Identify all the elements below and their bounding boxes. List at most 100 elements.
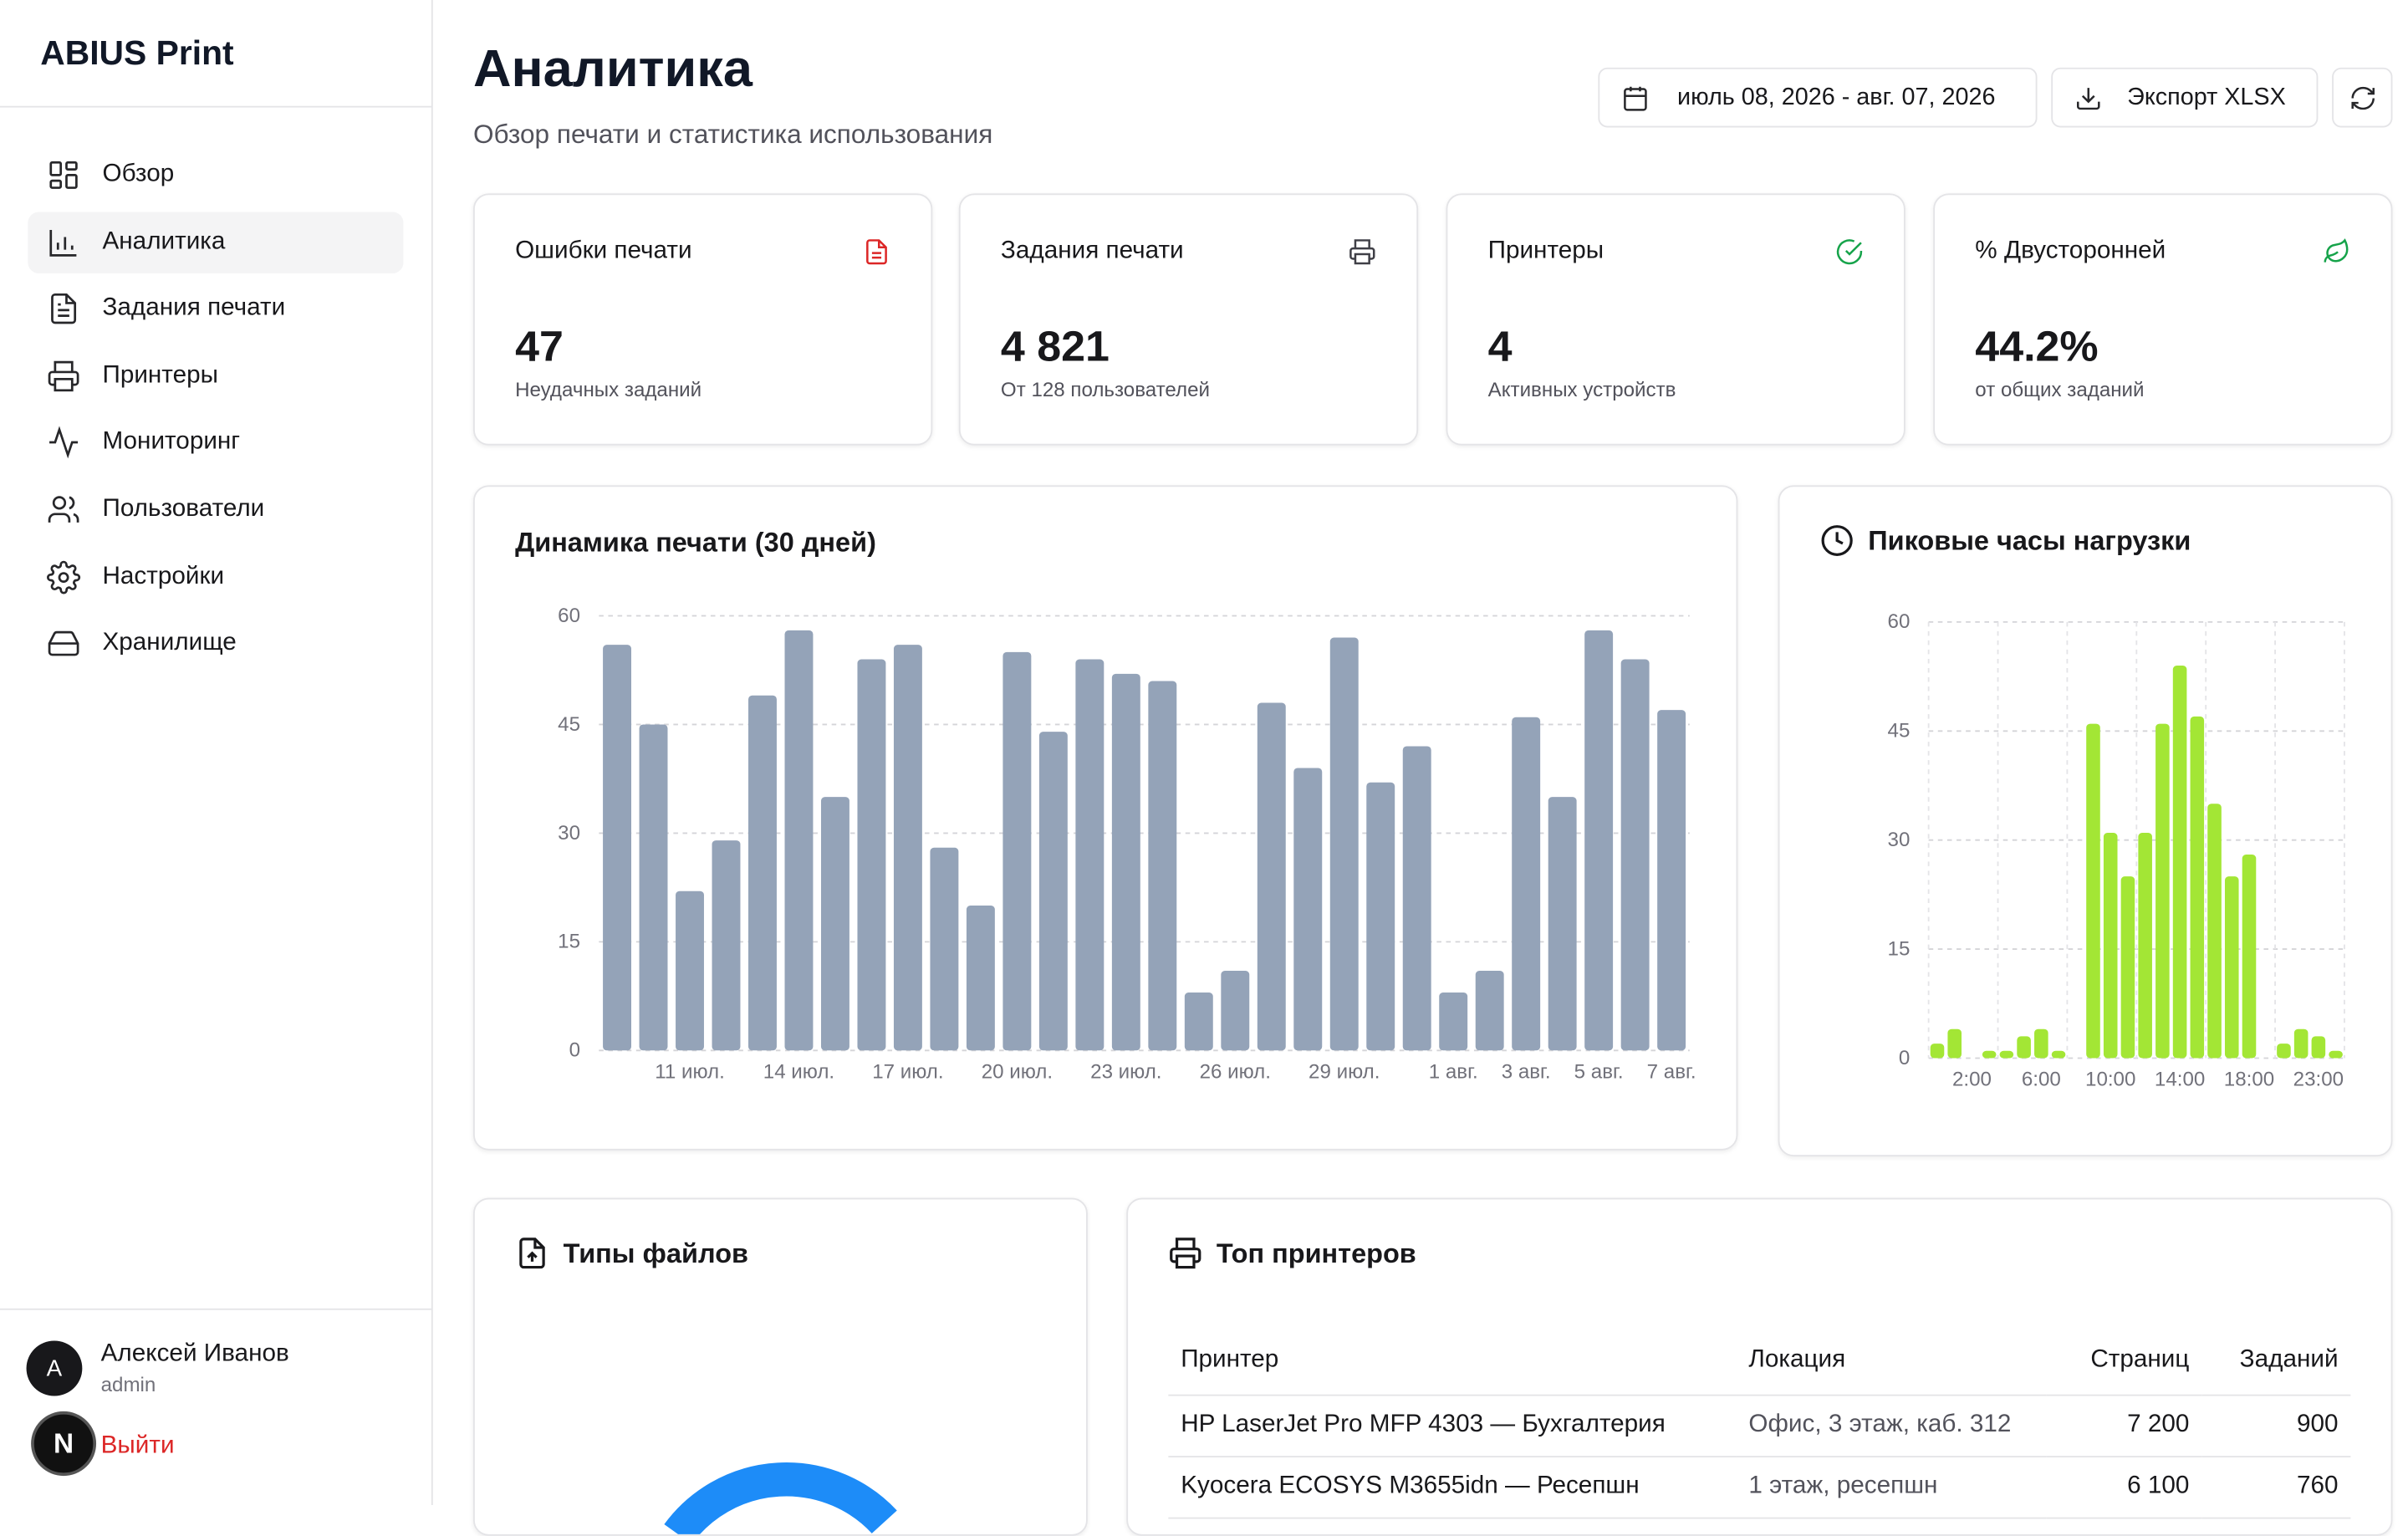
peak-hours-card: Пиковые часы нагрузки 0 15 30 45 60 2:00 6:00 1…: [1778, 485, 2393, 1157]
bar[interactable]: [1548, 797, 1577, 1051]
bar[interactable]: [2311, 1036, 2326, 1059]
bar[interactable]: [2224, 876, 2239, 1059]
leaf-icon: [2324, 238, 2349, 263]
bar[interactable]: [1038, 732, 1068, 1051]
column-header-pages[interactable]: Страниц: [2046, 1326, 2202, 1396]
bar[interactable]: [893, 645, 922, 1051]
check-circle-icon: [1836, 239, 1863, 265]
bar[interactable]: [2277, 1044, 2291, 1059]
bar[interactable]: [1512, 717, 1541, 1051]
refresh-button[interactable]: [2332, 67, 2393, 128]
sidebar-item-settings[interactable]: Настройки: [28, 546, 403, 607]
sidebar-item-print-jobs[interactable]: Задания печати: [28, 278, 403, 339]
bar[interactable]: [2120, 876, 2135, 1059]
sidebar-nav: Обзор Аналитика Задания печати Принтеры …: [0, 108, 431, 717]
bar[interactable]: [2034, 1028, 2048, 1059]
bar[interactable]: [820, 797, 849, 1051]
stat-label: Задания печати: [1000, 237, 1184, 264]
sidebar-item-label: Настройки: [102, 563, 225, 589]
column-header-printer[interactable]: Принтер: [1168, 1326, 1737, 1396]
donut-segment: [664, 1462, 897, 1534]
sidebar-item-overview[interactable]: Обзор: [28, 145, 403, 206]
y-tick-label: 30: [558, 822, 580, 845]
chart-title: Пиковые часы нагрузки: [1820, 523, 2191, 557]
bar[interactable]: [676, 890, 704, 1051]
bar[interactable]: [2138, 832, 2152, 1059]
bar[interactable]: [2155, 723, 2170, 1059]
bar[interactable]: [1366, 782, 1395, 1051]
x-tick-label: 23:00: [2293, 1069, 2344, 1091]
brand-logo[interactable]: ABIUS Print: [0, 0, 431, 108]
activity-icon: [49, 426, 79, 460]
bar[interactable]: [1657, 710, 1686, 1051]
bar[interactable]: [1947, 1028, 1962, 1059]
stat-subtitle: От 128 пользователей: [1000, 377, 1211, 401]
sidebar-item-analytics[interactable]: Аналитика: [28, 211, 404, 273]
user-profile: A Алексей Иванов admin N Выйти: [0, 1308, 431, 1505]
bar[interactable]: [857, 659, 886, 1051]
export-xlsx-button[interactable]: Экспорт XLSX: [2051, 67, 2319, 128]
bar[interactable]: [603, 645, 632, 1051]
bar[interactable]: [930, 847, 959, 1051]
bar[interactable]: [1221, 971, 1250, 1051]
stat-subtitle: от общих заданий: [1975, 377, 2145, 401]
bar[interactable]: [712, 840, 741, 1051]
bar[interactable]: [2172, 666, 2187, 1059]
bar[interactable]: [748, 695, 777, 1051]
date-range-button[interactable]: июль 08, 2026 - авг. 07, 2026: [1598, 67, 2038, 128]
printer-pages: 7 200: [2046, 1394, 2202, 1457]
table-row[interactable]: HP LaserJet Pro MFP 4303 — Бухгалтерия О…: [1168, 1394, 2351, 1457]
bar[interactable]: [1930, 1044, 1945, 1059]
bar[interactable]: [1999, 1050, 2014, 1059]
avatar[interactable]: A: [26, 1340, 83, 1396]
sidebar-item-monitoring[interactable]: Мониторинг: [28, 412, 403, 473]
bar[interactable]: [1402, 746, 1431, 1051]
printer-pages: 6 100: [2046, 1456, 2202, 1518]
bar[interactable]: [2329, 1050, 2343, 1059]
sidebar-item-storage[interactable]: Хранилище: [28, 613, 403, 674]
y-tick-label: 45: [558, 713, 580, 736]
sidebar-item-users[interactable]: Пользователи: [28, 479, 403, 540]
bar[interactable]: [2017, 1036, 2031, 1059]
bar[interactable]: [2051, 1050, 2066, 1059]
bar[interactable]: [1184, 992, 1213, 1051]
y-tick-label: 60: [1888, 610, 1911, 633]
column-header-jobs[interactable]: Заданий: [2201, 1326, 2351, 1396]
bar[interactable]: [1620, 659, 1650, 1051]
dashboard-icon: [49, 161, 78, 189]
bar[interactable]: [639, 724, 668, 1051]
sidebar-item-label: Хранилище: [102, 630, 237, 656]
column-header-location[interactable]: Локация: [1736, 1326, 2047, 1396]
bar[interactable]: [1329, 637, 1359, 1051]
bar[interactable]: [2103, 832, 2118, 1059]
chart-title-label: Пиковые часы нагрузки: [1868, 524, 2191, 555]
bar[interactable]: [1148, 681, 1177, 1051]
top-printers-card: Топ принтеров Принтер Локация Страниц За…: [1126, 1197, 2393, 1536]
bar[interactable]: [2293, 1028, 2309, 1059]
print-trend-chart: 0 15 30 45 60 11 июл. 14 июл. 17 июл. 20 июл. 23 …: [558, 605, 1696, 1083]
bar[interactable]: [1111, 673, 1140, 1051]
bar[interactable]: [784, 630, 814, 1051]
bar[interactable]: [2086, 723, 2100, 1059]
sidebar-item-printers[interactable]: Принтеры: [28, 345, 403, 406]
bar[interactable]: [1439, 992, 1468, 1051]
bar[interactable]: [1475, 971, 1504, 1051]
bar[interactable]: [1002, 651, 1032, 1051]
dev-tools-badge[interactable]: N: [31, 1411, 97, 1477]
bar[interactable]: [1075, 659, 1105, 1051]
x-tick-label: 14:00: [2155, 1069, 2205, 1091]
x-tick-label: 20 июл.: [982, 1060, 1053, 1083]
bar[interactable]: [1293, 768, 1323, 1051]
bar[interactable]: [2207, 804, 2222, 1059]
bar[interactable]: [966, 906, 995, 1051]
sidebar-item-label: Мониторинг: [102, 429, 241, 456]
bar[interactable]: [1982, 1050, 1997, 1059]
x-tick-label: 11 июл.: [655, 1060, 725, 1083]
x-tick-label: 10:00: [2085, 1069, 2135, 1091]
table-row[interactable]: Kyocera ECOSYS M3655idn — Ресепшн 1 этаж…: [1168, 1456, 2351, 1518]
bar[interactable]: [2190, 716, 2205, 1059]
bar[interactable]: [2242, 855, 2257, 1059]
bar[interactable]: [1257, 702, 1286, 1051]
logout-button[interactable]: Выйти: [100, 1432, 175, 1459]
bar[interactable]: [1584, 630, 1614, 1051]
